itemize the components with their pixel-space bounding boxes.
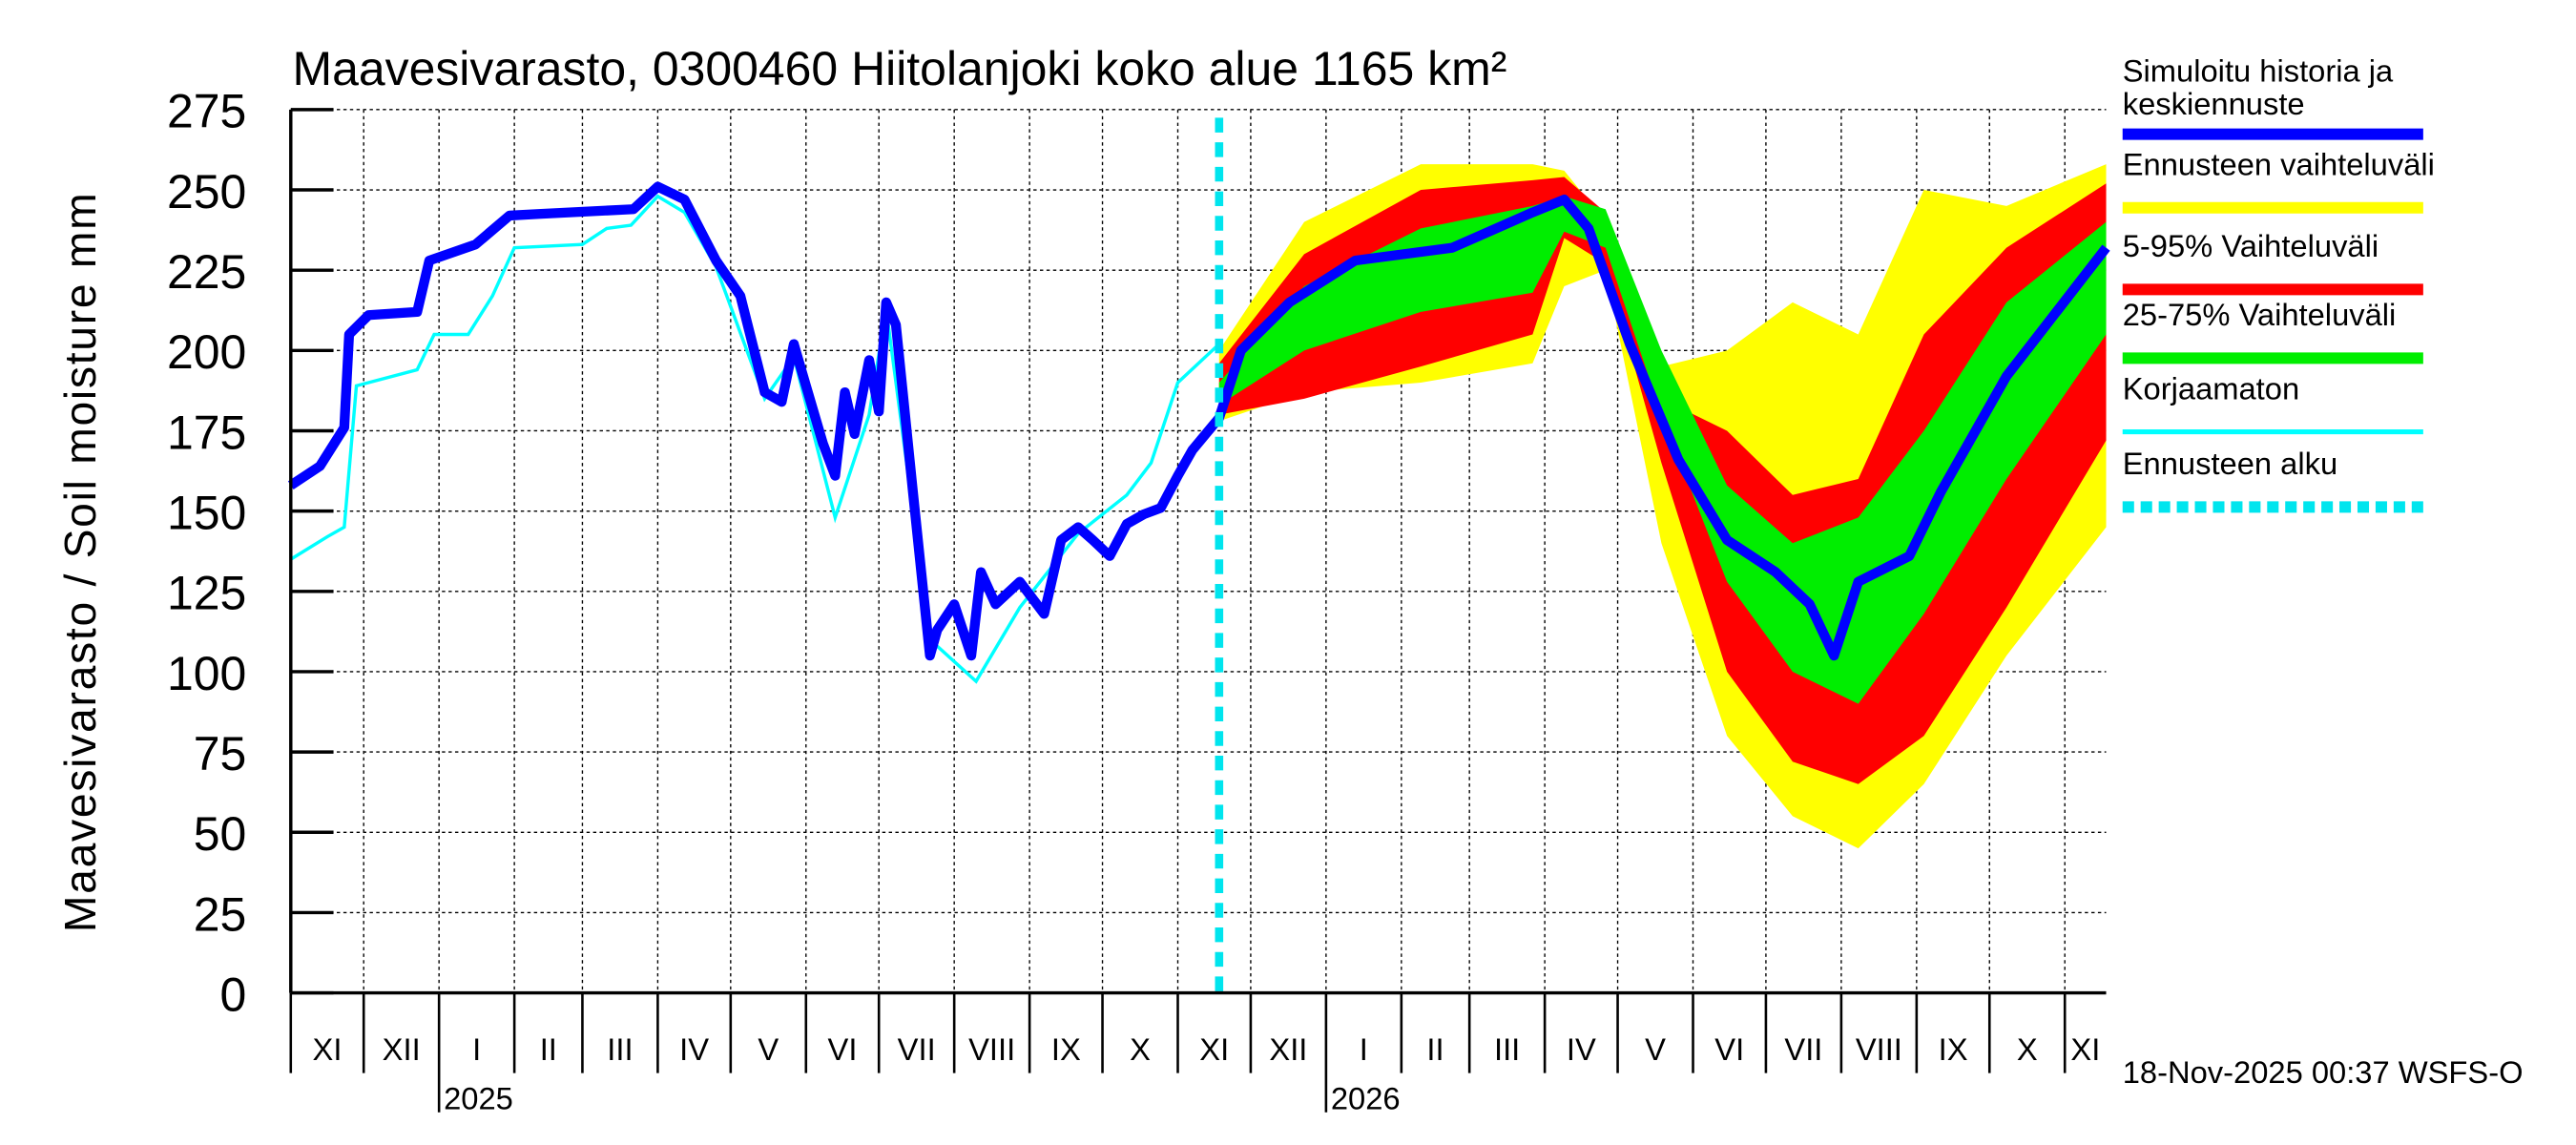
legend-item: 25-75% Vaihteluväli [2123, 297, 2423, 364]
y-tick-label: 75 [194, 727, 247, 781]
legend-label: 5-95% Vaihteluväli [2123, 228, 2379, 263]
legend-label: keskiennuste [2123, 86, 2305, 121]
legend-item: Korjaamaton [2123, 370, 2423, 435]
p25-75-band [1218, 196, 2107, 704]
month-label: XII [1269, 1031, 1307, 1067]
y-tick-label: 0 [220, 968, 247, 1022]
legend-label: Korjaamaton [2123, 370, 2299, 406]
legend-label: Simuloitu historia ja [2123, 53, 2394, 89]
month-label: III [607, 1031, 633, 1067]
month-label: IV [1567, 1031, 1596, 1067]
month-label: VI [1714, 1031, 1744, 1067]
legend-item: 5-95% Vaihteluväli [2123, 228, 2423, 296]
y-tick-label: 125 [167, 567, 246, 620]
grid [290, 109, 2107, 993]
y-tick-label: 225 [167, 245, 246, 299]
year-label: 2026 [1331, 1080, 1401, 1115]
month-label: IV [679, 1031, 709, 1067]
legend-item: Ennusteen vaihteluväli [2123, 146, 2435, 214]
legend-item: Ennusteen alku [2123, 446, 2423, 513]
month-label: II [540, 1031, 557, 1067]
forecast-bands [1218, 164, 2107, 849]
month-label: VI [828, 1031, 858, 1067]
month-label: XI [1199, 1031, 1229, 1067]
month-label: XII [383, 1031, 421, 1067]
month-label: XI [313, 1031, 343, 1067]
month-label: III [1494, 1031, 1520, 1067]
y-tick-label: 175 [167, 406, 246, 459]
legend-label: 25-75% Vaihteluväli [2123, 297, 2397, 332]
month-label: V [758, 1031, 779, 1067]
month-label: X [1130, 1031, 1151, 1067]
y-tick-label: 275 [167, 85, 246, 138]
y-tick-label: 250 [167, 165, 246, 219]
y-tick-label: 50 [194, 807, 247, 861]
y-axis-label: Maavesivarasto / Soil moisture mm [55, 192, 105, 933]
median-line [287, 181, 2110, 661]
legend-label: Ennusteen alku [2123, 446, 2337, 481]
month-label: X [2017, 1031, 2038, 1067]
month-label: VIII [968, 1031, 1015, 1067]
month-label: IX [1939, 1031, 1968, 1067]
legend-label: Ennusteen vaihteluväli [2123, 146, 2435, 181]
month-label: VIII [1856, 1031, 1902, 1067]
year-label: 2025 [444, 1080, 513, 1115]
y-tick-label: 200 [167, 325, 246, 379]
y-tick-label: 100 [167, 647, 246, 700]
month-label: V [1645, 1031, 1666, 1067]
month-label: VII [898, 1031, 936, 1067]
chart-title: Maavesivarasto, 0300460 Hiitolanjoki kok… [293, 42, 1507, 95]
y-tick-label: 25 [194, 887, 247, 941]
series-lines [287, 117, 2110, 993]
y-tick-label: 150 [167, 487, 246, 540]
month-label: VII [1784, 1031, 1822, 1067]
month-label: II [1426, 1031, 1444, 1067]
month-label: I [472, 1031, 481, 1067]
month-label: XI [2070, 1031, 2100, 1067]
footer-timestamp: 18-Nov-2025 00:37 WSFS-O [2123, 1054, 2524, 1090]
month-label: I [1360, 1031, 1368, 1067]
month-label: IX [1051, 1031, 1081, 1067]
